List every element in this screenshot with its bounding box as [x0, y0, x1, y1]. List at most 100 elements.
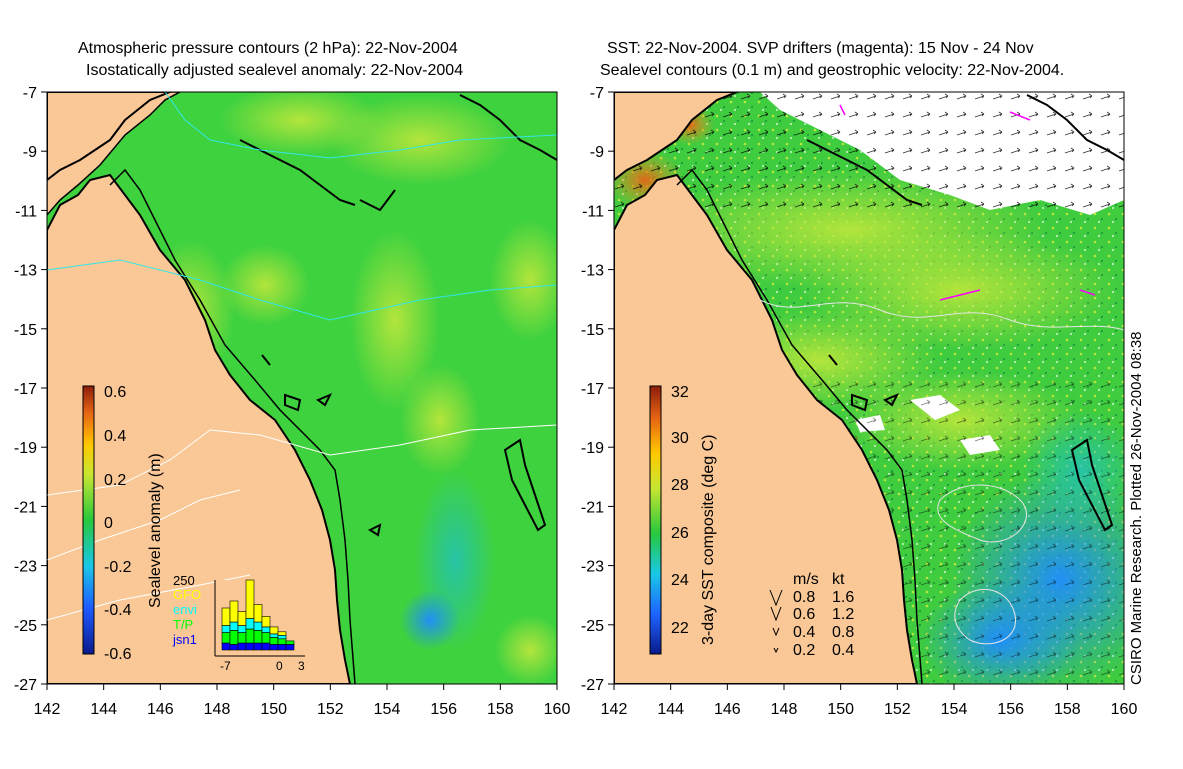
inset-bar-segment	[277, 644, 287, 651]
left-cbar-tick-5: -0.4	[104, 602, 132, 619]
inset-bar-segment	[221, 625, 231, 633]
right-lat-tick-label: -7	[590, 85, 604, 102]
left-lon-tick-label: 154	[374, 701, 401, 718]
velocity-row-1-kt: 1.2	[832, 606, 854, 623]
inset-bar-segment	[245, 579, 255, 619]
left-lon-tick-label: 150	[260, 701, 287, 718]
shelf-contour	[109, 168, 356, 684]
left-lon-tick-label: 144	[90, 701, 117, 718]
left-lon-tick-label: 142	[34, 701, 61, 718]
inset-xtick-1: 0	[276, 659, 283, 673]
right-lon-tick-label: 146	[714, 701, 741, 718]
right-lat-tick-label: -27	[581, 677, 604, 694]
left-lon-tick-label: 152	[317, 701, 344, 718]
inset-bar-segment	[237, 611, 247, 626]
right-lon-tick-label: 154	[941, 701, 968, 718]
left-title-line2: Isostatically adjusted sealevel anomaly:…	[86, 62, 464, 79]
velocity-row-2-ms: 0.4	[793, 624, 815, 641]
inset-bar-segment	[277, 631, 287, 636]
inset-bar-segment	[237, 625, 247, 633]
vector-arrow-0.2	[773, 647, 779, 654]
new-guinea-coast-right	[614, 92, 738, 182]
left-lat-tick-label: -25	[14, 618, 37, 635]
png-islands	[239, 94, 557, 212]
inset-bar-segment	[269, 644, 279, 651]
inset-bar-segment	[269, 637, 279, 645]
vector-arrow-0.8	[769, 589, 783, 607]
left-lat-tick-label: -21	[14, 499, 37, 516]
right-lat-tick-label: -19	[581, 440, 604, 457]
inset-bar-segment	[253, 604, 263, 623]
new-guinea-coast	[47, 92, 171, 182]
right-lat-tick-label: -9	[590, 144, 604, 161]
velocity-row-3-kt: 0.4	[832, 642, 854, 659]
right-cbar-tick-5: 22	[671, 620, 689, 637]
velocity-row-0-kt: 1.6	[832, 589, 854, 606]
inset-bar-segment	[237, 642, 247, 651]
left-lat-tick-label: -11	[15, 203, 37, 220]
right-cbar-tick-3: 26	[671, 525, 689, 542]
velocity-header-ms: m/s	[793, 571, 819, 588]
left-lon-tick-label: 146	[147, 701, 174, 718]
left-lat-tick-label: -13	[14, 263, 37, 280]
australia-landmass-right	[614, 173, 919, 684]
inset-bar-segment	[261, 642, 271, 651]
velocity-row-0-ms: 0.8	[793, 589, 815, 606]
australia-landmass	[47, 173, 352, 684]
new-caledonia-right	[1070, 438, 1114, 532]
left-lat-tick-label: -9	[23, 144, 37, 161]
left-lon-tick-label: 156	[430, 701, 457, 718]
inset-bar-segment	[221, 607, 231, 626]
right-cbar-tick-4: 24	[671, 572, 689, 589]
inset-bar-segment	[229, 600, 239, 623]
velocity-row-1-ms: 0.6	[793, 606, 815, 623]
inset-bar-segment	[285, 644, 295, 651]
inset-bar-segment	[253, 630, 263, 644]
right-lon-tick-label: 150	[827, 701, 854, 718]
right-map	[614, 92, 1124, 684]
left-lon-tick-label: 158	[487, 701, 514, 718]
inset-bar-segment	[269, 633, 279, 638]
right-cbar-tick-2: 28	[671, 477, 689, 494]
right-cbar-tick-0: 32	[671, 384, 689, 401]
inset-legend-envi: envi	[173, 602, 197, 617]
left-cbar-label: Sealevel anomaly (m)	[147, 453, 164, 608]
velocity-legend: m/s kt 0.8 1.6 0.6 1.2 0.4 0.8 0.2 0.4	[769, 571, 854, 659]
inset-bars	[221, 579, 295, 651]
right-lon-tick-label: 158	[1054, 701, 1081, 718]
inset-bar-segment	[253, 621, 263, 631]
new-caledonia	[503, 438, 547, 532]
inset-bar-segment	[253, 642, 263, 651]
velocity-row-3-ms: 0.2	[793, 642, 815, 659]
left-cbar-tick-6: -0.6	[104, 646, 132, 663]
left-lat-tick-label: -15	[14, 322, 37, 339]
left-cbar-tick-3: 0	[104, 515, 113, 532]
right-lon-tick-label: 160	[1111, 701, 1138, 718]
inset-bar-segment	[245, 642, 255, 651]
inset-bar-segment	[229, 644, 239, 651]
inset-bar-segment	[261, 616, 271, 628]
left-title-line1: Atmospheric pressure contours (2 hPa): 2…	[78, 40, 458, 57]
left-cbar-tick-4: -0.2	[104, 559, 132, 576]
pressure-contour-3	[47, 424, 557, 496]
right-lat-tick-label: -13	[581, 263, 604, 280]
right-title-line2: Sealevel contours (0.1 m) and geostrophi…	[600, 62, 1065, 79]
right-lat-tick-label: -15	[581, 322, 604, 339]
vector-arrow-0.4	[772, 627, 780, 637]
left-lat-tick-label: -27	[14, 677, 37, 694]
left-lat-tick-label: -19	[14, 440, 37, 457]
credit-note: CSIRO Marine Research. Plotted 26-Nov-20…	[1128, 331, 1145, 685]
left-cbar-tick-0: 0.6	[104, 384, 126, 401]
right-colorbar	[649, 385, 662, 655]
altimeter-inset: 250 GFO envi T/P jsn1 -7 0 3	[172, 573, 305, 673]
right-title-line1: SST: 22-Nov-2004. SVP drifters (magenta)…	[607, 40, 1034, 57]
inset-legend-tp: T/P	[173, 617, 193, 632]
velocity-header-kt: kt	[832, 571, 845, 588]
png-islands-right	[806, 94, 1124, 206]
left-lat-tick-label: -23	[14, 559, 37, 576]
right-lon-tick-label: 152	[884, 701, 911, 718]
left-cbar-tick-2: 0.2	[104, 472, 126, 489]
inset-xtick-0: -7	[220, 659, 231, 673]
right-lon-tick-label: 142	[601, 701, 628, 718]
right-cbar-tick-1: 30	[671, 430, 689, 447]
